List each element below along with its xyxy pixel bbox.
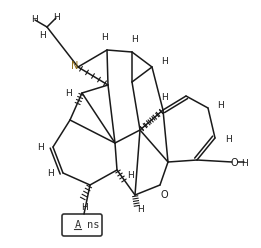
- Text: H: H: [130, 35, 137, 44]
- Text: H: H: [217, 100, 223, 110]
- Text: N: N: [71, 61, 79, 71]
- Text: A: A: [75, 220, 81, 230]
- Text: H: H: [162, 93, 168, 102]
- Text: H: H: [242, 158, 248, 167]
- Text: O: O: [230, 158, 238, 168]
- FancyBboxPatch shape: [62, 214, 102, 236]
- Text: H: H: [54, 12, 60, 22]
- Text: H: H: [225, 135, 231, 145]
- Text: H: H: [31, 14, 37, 24]
- Text: H: H: [102, 33, 108, 42]
- Text: H: H: [82, 203, 88, 212]
- Text: H: H: [37, 143, 43, 152]
- Text: H: H: [161, 58, 167, 66]
- Text: H: H: [128, 171, 134, 180]
- Text: H: H: [66, 89, 72, 97]
- Text: O: O: [160, 190, 168, 200]
- Text: ns: ns: [87, 220, 99, 230]
- Text: H: H: [47, 168, 54, 178]
- Text: H: H: [39, 31, 45, 39]
- Text: H: H: [137, 205, 143, 214]
